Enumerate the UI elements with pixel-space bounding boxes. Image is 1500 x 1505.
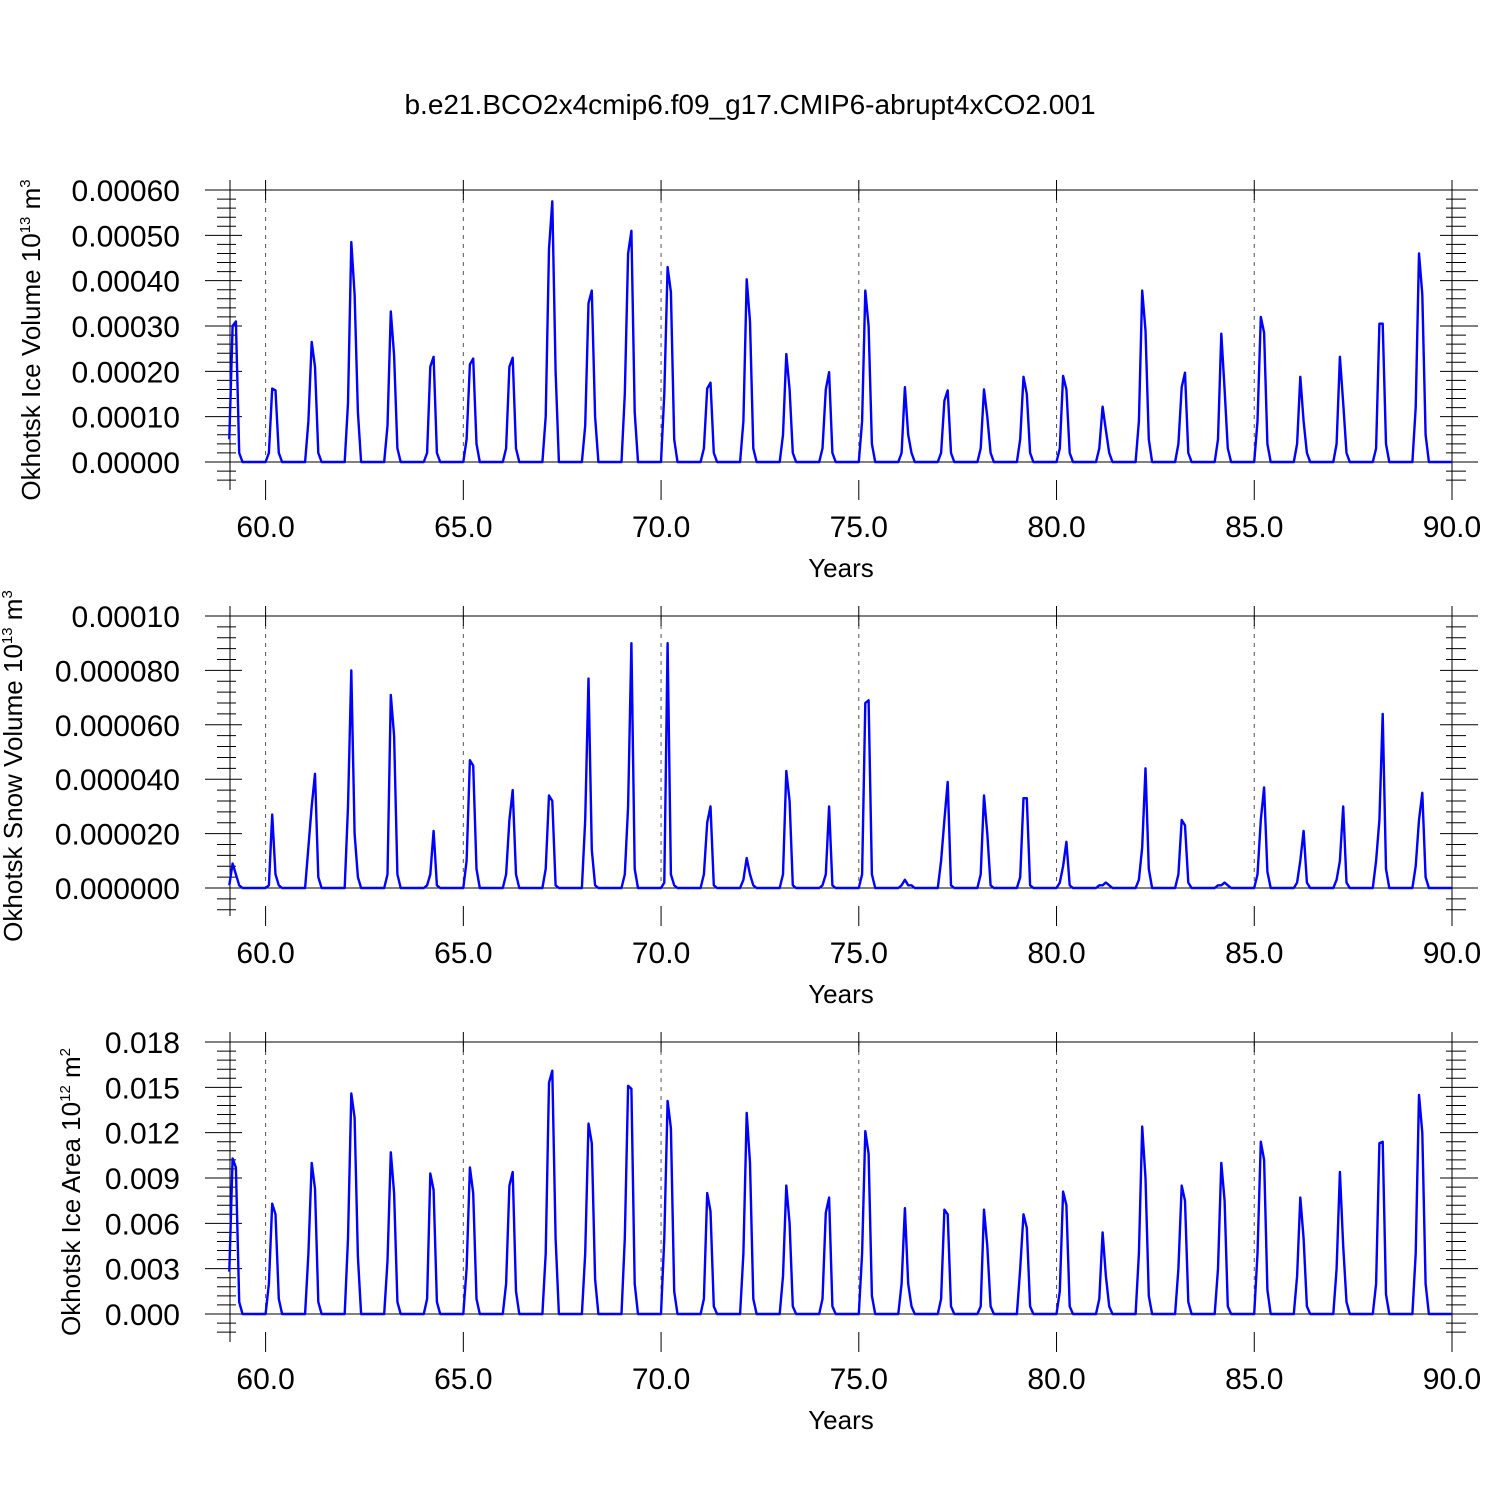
y-tick-label: 0.00040 (72, 266, 180, 299)
x-tick-label: 80.0 (1027, 937, 1085, 970)
y-axis-title-part: 13 (17, 217, 34, 234)
x-tick-label: 65.0 (434, 937, 492, 970)
y-tick-label: 0.003 (105, 1254, 180, 1287)
x-tick-label: 75.0 (830, 511, 888, 544)
y-axis-title-part: m (16, 188, 46, 217)
y-tick-label: 0.00050 (72, 220, 180, 253)
chart-panel-ice-volume: 60.0 65.0 70.0 75.0 80.0 85.0 90.0 0.00000 0.000… (16, 175, 1481, 583)
y-axis-title: Okhotsk Ice Volume 1013 m3 (16, 179, 46, 500)
chart-panel-ice-area: 60.0 65.0 70.0 75.0 80.0 85.0 90.0 0.000 0.003 0.… (56, 1027, 1481, 1435)
y-tick-label: 0.009 (105, 1163, 180, 1196)
x-tick-label: 90.0 (1423, 511, 1481, 544)
y-tick-label: 0.00000 (72, 447, 180, 480)
chart-panel-snow-volume: 60.0 65.0 70.0 75.0 80.0 85.0 90.0 0.000000 0.00… (0, 590, 1481, 1009)
y-tick-label: 0.000 (105, 1299, 180, 1332)
y-axis-title-part: 3 (0, 590, 16, 598)
y-axis-title-part: 3 (17, 179, 34, 187)
x-tick-label: 65.0 (434, 1363, 492, 1396)
series-line-snow-volume (228, 642, 1452, 890)
y-tick-label: 0.015 (105, 1072, 180, 1105)
x-tick-label: 85.0 (1225, 1363, 1283, 1396)
y-tick-label: 0.012 (105, 1118, 180, 1151)
y-tick-label: 0.000060 (55, 710, 180, 743)
series-line-ice-area (228, 1069, 1452, 1316)
x-axis-title: Years (808, 1405, 874, 1435)
x-tick-label: 70.0 (632, 1363, 690, 1396)
y-axis-title-part: 13 (0, 627, 16, 644)
y-tick-label: 0.000000 (55, 873, 180, 906)
y-tick-label: 0.00030 (72, 311, 180, 344)
y-tick-label: 0.006 (105, 1208, 180, 1241)
x-tick-label: 90.0 (1423, 937, 1481, 970)
x-tick-label: 60.0 (236, 937, 294, 970)
series-line-ice-volume (228, 200, 1452, 464)
y-axis-title-part: 2 (57, 1048, 74, 1056)
x-tick-label: 80.0 (1027, 511, 1085, 544)
x-tick-label: 60.0 (236, 511, 294, 544)
y-tick-label: 0.00010 (72, 601, 180, 634)
y-tick-label: 0.000020 (55, 819, 180, 852)
y-tick-label: 0.00010 (72, 402, 180, 435)
y-tick-label: 0.000080 (55, 655, 180, 688)
y-axis-title-part: m (56, 1056, 86, 1085)
chart-title: b.e21.BCO2x4cmip6.f09_g17.CMIP6-abrupt4x… (404, 89, 1095, 120)
y-axis-title-part: Okhotsk Ice Volume 10 (16, 233, 46, 500)
y-axis-title-part: m (0, 599, 28, 628)
x-axis-title: Years (808, 979, 874, 1009)
y-axis-title: Okhotsk Snow Volume 1013 m3 (0, 590, 28, 942)
y-tick-label: 0.00020 (72, 356, 180, 389)
y-axis-title-part: Okhotsk Snow Volume 10 (0, 644, 28, 942)
x-tick-label: 85.0 (1225, 511, 1283, 544)
y-tick-label: 0.018 (105, 1027, 180, 1060)
x-tick-label: 90.0 (1423, 1363, 1481, 1396)
x-tick-label: 60.0 (236, 1363, 294, 1396)
x-tick-label: 80.0 (1027, 1363, 1085, 1396)
x-axis-title: Years (808, 553, 874, 583)
y-axis-title-part: Okhotsk Ice Area 10 (56, 1102, 86, 1336)
x-tick-label: 70.0 (632, 937, 690, 970)
y-axis-title: Okhotsk Ice Area 1012 m2 (56, 1048, 86, 1336)
x-tick-label: 70.0 (632, 511, 690, 544)
y-axis-title-part: 12 (57, 1085, 74, 1102)
y-tick-label: 0.00060 (72, 175, 180, 208)
x-tick-label: 65.0 (434, 511, 492, 544)
y-tick-label: 0.000040 (55, 764, 180, 797)
x-tick-label: 85.0 (1225, 937, 1283, 970)
x-tick-label: 75.0 (830, 937, 888, 970)
x-tick-label: 75.0 (830, 1363, 888, 1396)
